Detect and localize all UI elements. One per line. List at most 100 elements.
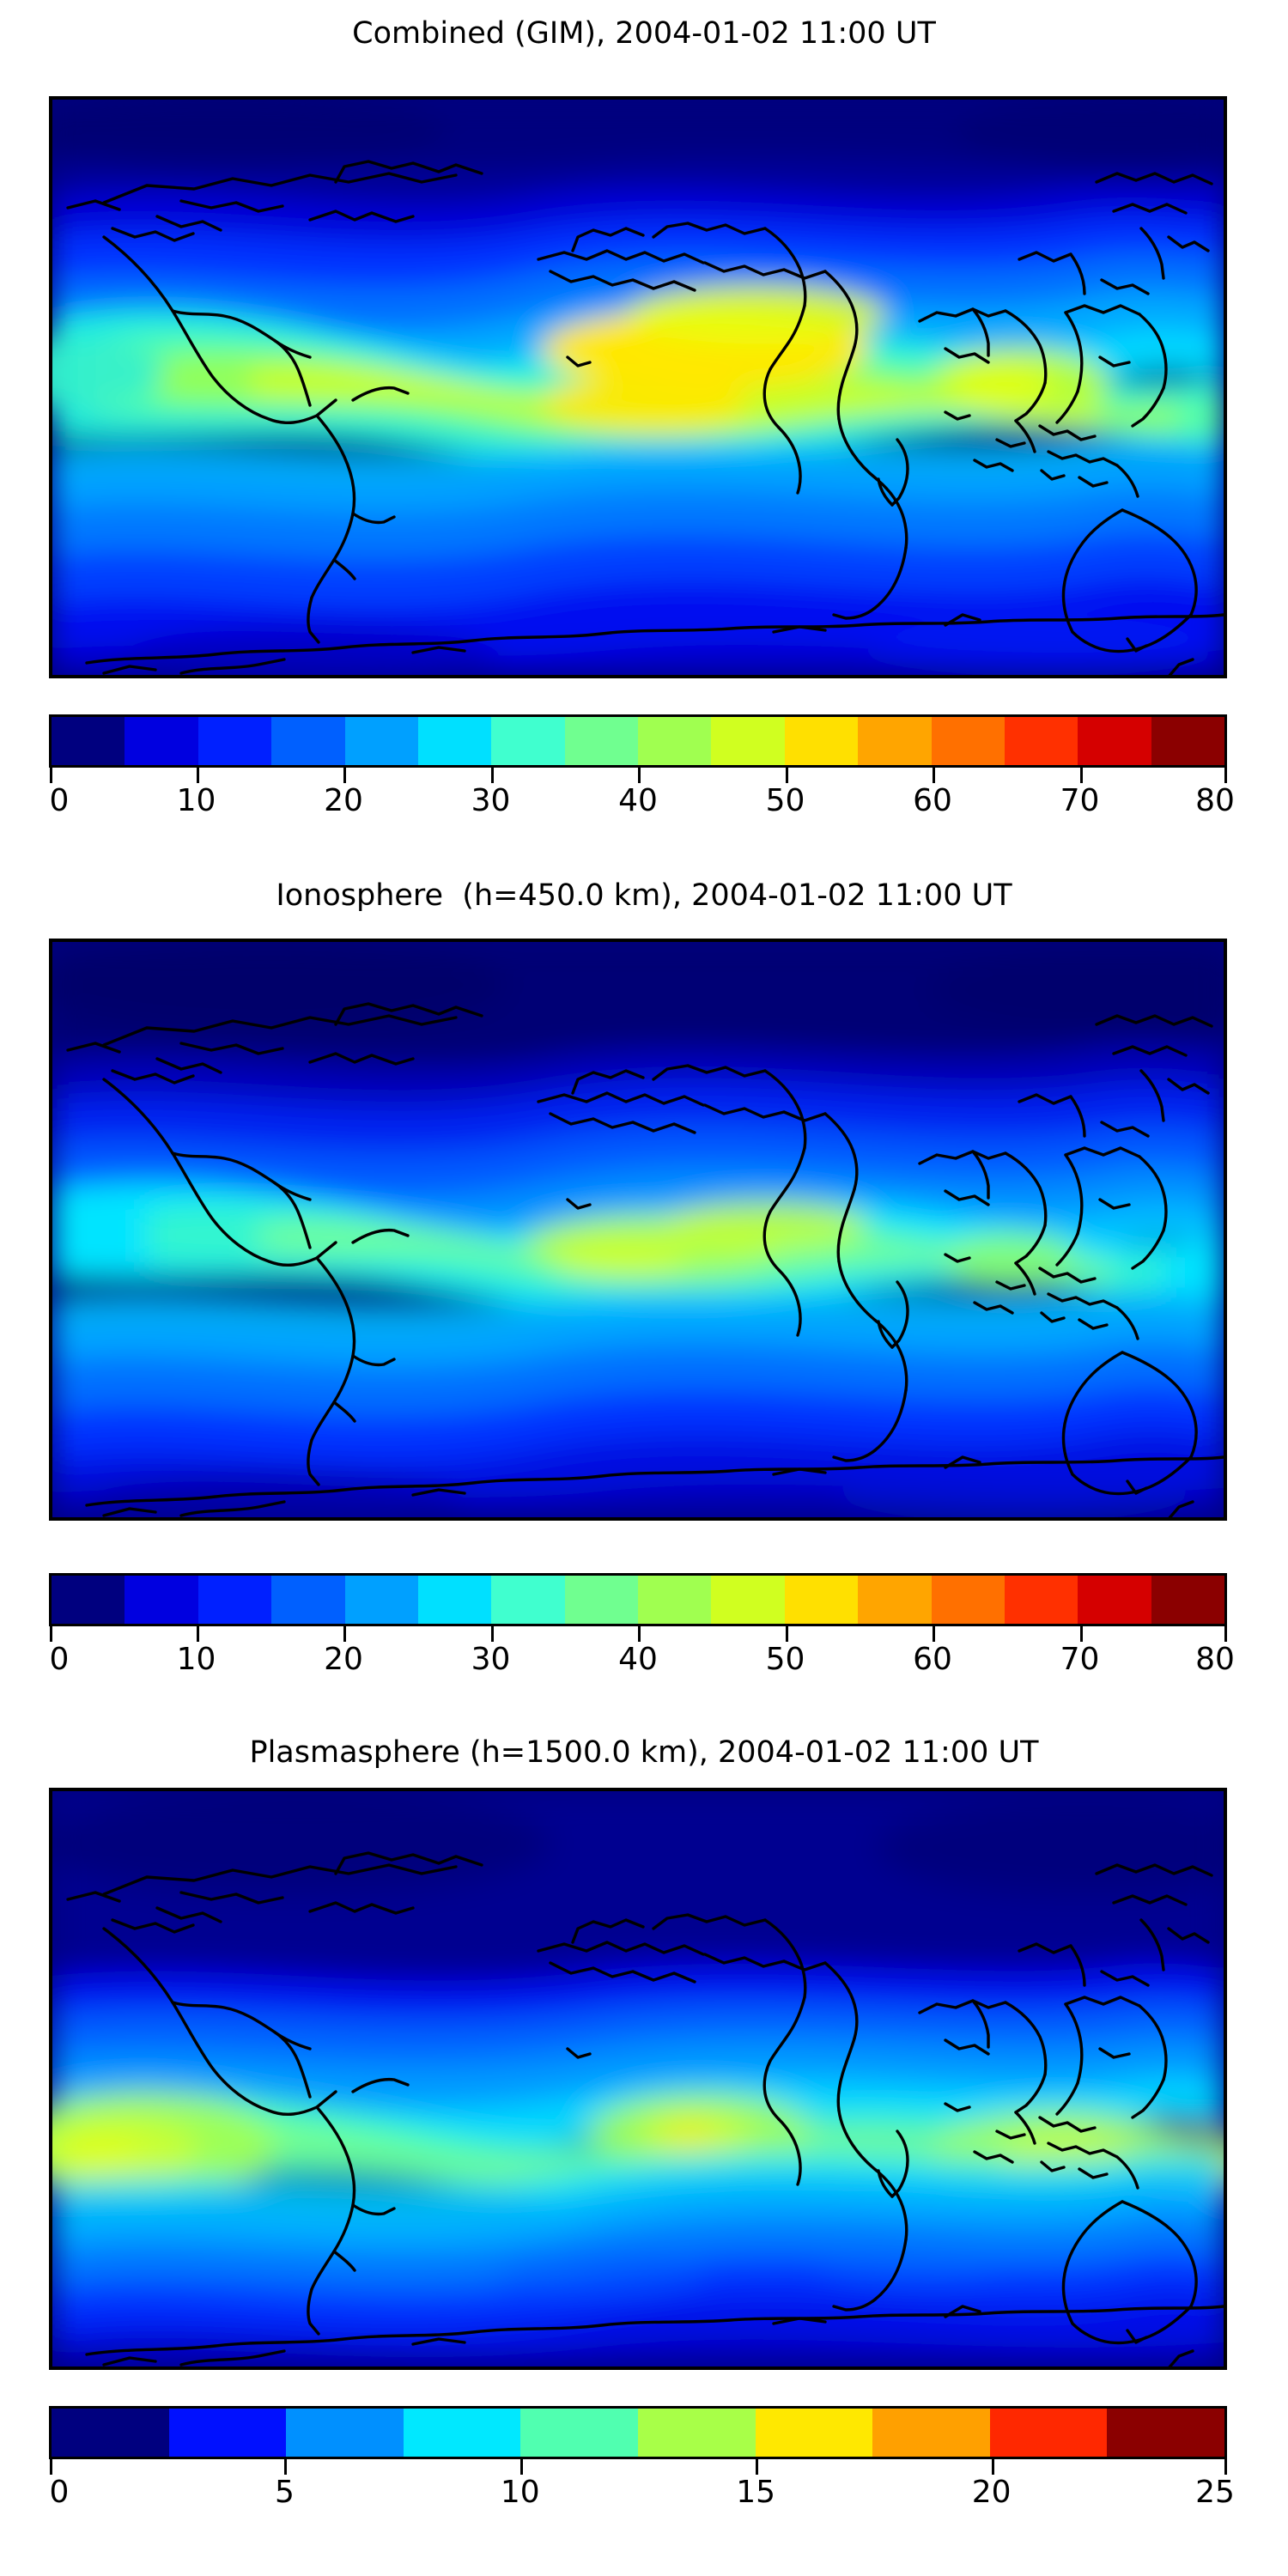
colorbar-tick-label-80: 80: [1195, 783, 1235, 818]
colorbar-segment-2: [197, 1576, 272, 1624]
map-svg-combined: [52, 100, 1224, 675]
colorbar-segment-4: [344, 1576, 418, 1624]
colorbar-plasmasphere[interactable]: 0 5 10 15 20 25: [49, 2406, 1235, 2514]
colorbar-segment-11: [858, 717, 932, 765]
colorbar-tick-60: [933, 1626, 935, 1642]
panel-plasmasphere: Plasmasphere (h=1500.0 km), 2004-01-02 1…: [0, 1717, 1288, 2576]
colorbar-tick-5: [284, 2459, 288, 2475]
colorbar-tick-80: [1224, 1626, 1227, 1642]
colorbar-segment-0: [52, 2409, 169, 2457]
colorbar-combined-labels: 0 10 20 30 40 50 60 70 80: [49, 783, 1235, 823]
colorbar-segment-12: [931, 717, 1005, 765]
colorbar-segment-10: [784, 1576, 859, 1624]
colorbar-tick-20: [343, 768, 346, 783]
map-svg-ionosphere: [52, 942, 1224, 1517]
colorbar-segment-8: [989, 2409, 1108, 2457]
colorbar-segment-3: [403, 2409, 521, 2457]
colorbar-combined-ticks: [49, 768, 1227, 783]
colorbar-segment-9: [711, 717, 785, 765]
colorbar-tick-label-15: 15: [736, 2475, 776, 2510]
colorbar-tick-label-10: 10: [500, 2475, 540, 2510]
colorbar-tick-label-25: 25: [1195, 2475, 1235, 2510]
colorbar-segment-5: [417, 1576, 492, 1624]
colorbar-tick-40: [638, 1626, 641, 1642]
colorbar-tick-50: [785, 768, 788, 783]
colorbar-tick-0: [50, 768, 52, 783]
colorbar-tick-10: [196, 1626, 199, 1642]
colorbar-segment-9: [711, 1576, 785, 1624]
colorbar-segment-11: [858, 1576, 932, 1624]
colorbar-segment-15: [1151, 1576, 1224, 1624]
colorbar-tick-30: [490, 768, 494, 783]
colorbar-segment-14: [1078, 1576, 1151, 1624]
colorbar-tick-label-80: 80: [1195, 1642, 1235, 1677]
colorbar-segment-14: [1078, 717, 1151, 765]
colorbar-segment-0: [52, 717, 125, 765]
colorbar-segment-4: [520, 2409, 638, 2457]
colorbar-combined-gradient: [49, 714, 1227, 768]
colorbar-tick-25: [1224, 2459, 1227, 2475]
colorbar-segment-3: [271, 1576, 345, 1624]
colorbar-tick-0: [50, 1626, 52, 1642]
map-plasmasphere[interactable]: [49, 1788, 1227, 2370]
colorbar-segment-6: [755, 2409, 873, 2457]
colorbar-tick-label-70: 70: [1060, 783, 1100, 818]
colorbar-segment-1: [125, 717, 198, 765]
colorbar-tick-30: [490, 1626, 494, 1642]
colorbar-segment-4: [344, 717, 418, 765]
colorbar-plasmasphere-ticks: [49, 2459, 1227, 2475]
colorbar-segment-9: [1107, 2409, 1224, 2457]
colorbar-tick-label-70: 70: [1060, 1642, 1100, 1677]
colorbar-segment-0: [52, 1576, 125, 1624]
colorbar-tick-label-5: 5: [274, 2475, 295, 2510]
colorbar-segment-5: [637, 2409, 756, 2457]
colorbar-plasmasphere-labels: 0 5 10 15 20 25: [49, 2475, 1235, 2514]
colorbar-segment-10: [784, 717, 859, 765]
colorbar-ionosphere-labels: 0 10 20 30 40 50 60 70 80: [49, 1642, 1235, 1681]
colorbar-segment-12: [931, 1576, 1005, 1624]
colorbar-tick-label-10: 10: [176, 783, 216, 818]
colorbar-tick-70: [1079, 1626, 1083, 1642]
colorbar-segment-1: [168, 2409, 287, 2457]
colorbar-tick-label-20: 20: [324, 1642, 363, 1677]
colorbar-tick-label-20: 20: [971, 2475, 1012, 2510]
colorbar-segment-2: [197, 717, 272, 765]
colorbar-segment-6: [491, 1576, 565, 1624]
colorbar-tick-label-40: 40: [618, 783, 658, 818]
colorbar-segment-7: [872, 2409, 990, 2457]
panel-title-ionosphere: Ionosphere (h=450.0 km), 2004-01-02 11:0…: [276, 878, 1012, 913]
colorbar-tick-15: [756, 2459, 759, 2475]
colorbar-tick-label-0: 0: [49, 1642, 70, 1677]
colorbar-tick-label-30: 30: [471, 1642, 511, 1677]
colorbar-combined[interactable]: 0 10 20 30 40 50 60 70 80: [49, 714, 1235, 823]
panel-title-plasmasphere: Plasmasphere (h=1500.0 km), 2004-01-02 1…: [249, 1735, 1039, 1770]
map-svg-plasmasphere: [52, 1791, 1224, 2366]
colorbar-segment-13: [1004, 717, 1078, 765]
colorbar-ionosphere-ticks: [49, 1626, 1227, 1642]
colorbar-ionosphere[interactable]: 0 10 20 30 40 50 60 70 80: [49, 1573, 1235, 1681]
colorbar-segment-13: [1004, 1576, 1078, 1624]
colorbar-segment-15: [1151, 717, 1224, 765]
colorbar-tick-60: [933, 768, 935, 783]
colorbar-tick-label-10: 10: [176, 1642, 216, 1677]
map-ionosphere[interactable]: [49, 939, 1227, 1521]
colorbar-tick-10: [519, 2459, 523, 2475]
colorbar-segment-7: [564, 1576, 638, 1624]
colorbar-plasmasphere-gradient: [49, 2406, 1227, 2459]
colorbar-tick-40: [638, 768, 641, 783]
colorbar-tick-label-20: 20: [324, 783, 363, 818]
colorbar-segment-8: [638, 1576, 712, 1624]
colorbar-segment-7: [564, 717, 638, 765]
colorbar-tick-20: [991, 2459, 994, 2475]
colorbar-segment-6: [491, 717, 565, 765]
colorbar-segment-2: [286, 2409, 404, 2457]
panel-combined-gim: Combined (GIM), 2004-01-02 11:00 UT: [0, 0, 1288, 859]
colorbar-tick-50: [785, 1626, 788, 1642]
colorbar-segment-5: [417, 717, 492, 765]
colorbar-tick-label-40: 40: [618, 1642, 658, 1677]
colorbar-tick-80: [1224, 768, 1227, 783]
map-combined-gim[interactable]: [49, 96, 1227, 678]
colorbar-tick-0: [50, 2459, 52, 2475]
colorbar-segment-8: [638, 717, 712, 765]
